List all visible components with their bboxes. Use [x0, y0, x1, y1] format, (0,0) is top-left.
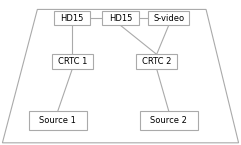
FancyBboxPatch shape: [136, 54, 177, 69]
FancyBboxPatch shape: [148, 11, 189, 25]
Text: S-video: S-video: [153, 14, 184, 23]
FancyBboxPatch shape: [54, 11, 90, 25]
Text: CRTC 2: CRTC 2: [142, 57, 171, 66]
Text: CRTC 1: CRTC 1: [58, 57, 87, 66]
FancyBboxPatch shape: [140, 111, 198, 130]
Text: HD15: HD15: [109, 14, 132, 23]
Text: Source 2: Source 2: [150, 116, 187, 125]
FancyBboxPatch shape: [29, 111, 87, 130]
Polygon shape: [2, 9, 239, 143]
FancyBboxPatch shape: [102, 11, 139, 25]
FancyBboxPatch shape: [52, 54, 93, 69]
Text: Source 1: Source 1: [39, 116, 76, 125]
Text: HD15: HD15: [61, 14, 84, 23]
